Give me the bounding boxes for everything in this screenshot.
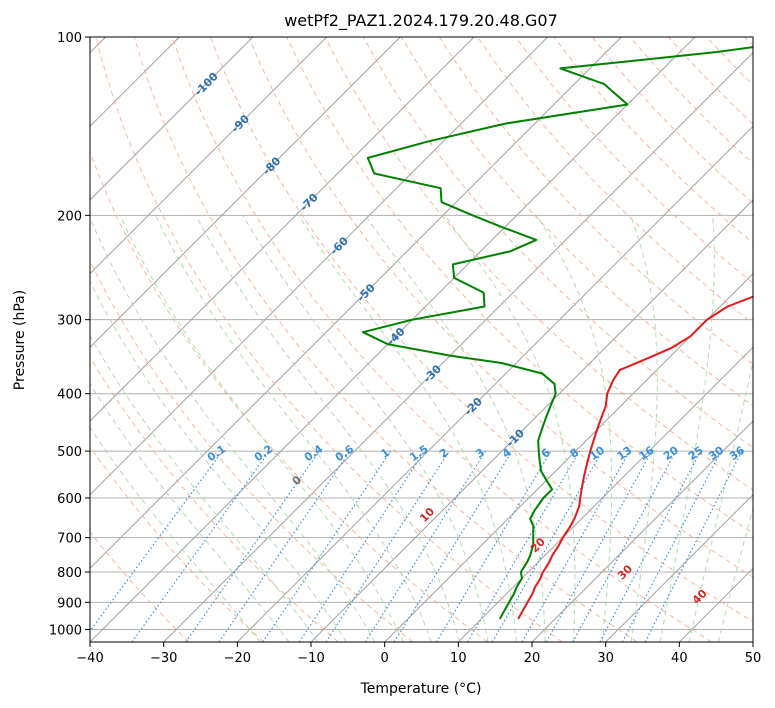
- x-tick-label: −20: [224, 651, 251, 666]
- dry-adiabat-line: [286, 37, 753, 534]
- mixing-ratio-line: [364, 450, 486, 642]
- dry-adiabat-line: [438, 37, 753, 366]
- dry-adiabat-line: [95, 37, 563, 642]
- x-axis-label: Temperature (°C): [360, 681, 482, 697]
- isotherm-line: [90, 37, 622, 570]
- y-tick-label: 300: [57, 314, 82, 329]
- x-tick-label: 20: [524, 651, 541, 666]
- y-tick-label: 1000: [49, 623, 82, 638]
- moist-adiabat-line: [688, 358, 753, 642]
- y-axis-label: Pressure (hPa): [12, 290, 28, 390]
- moist-adiabat-line: [90, 382, 290, 642]
- isotherm-line: [90, 37, 328, 275]
- y-tick-label: 500: [57, 445, 82, 460]
- isotherm-line: [457, 346, 753, 642]
- y-tick-label: 800: [57, 566, 82, 581]
- dry-adiabat-line: [90, 150, 488, 642]
- x-tick-label: 10: [450, 651, 467, 666]
- y-tick-label: 700: [57, 532, 82, 547]
- mixing-ratio-line: [218, 450, 351, 642]
- x-tick-label: 50: [745, 651, 762, 666]
- moist-adiabat-line: [119, 215, 404, 642]
- isotherm-line: [384, 272, 753, 642]
- tick-layer: −40 −30 −20 −10 0 10 20 30 40 50 100 200 300 400 500 60…: [49, 31, 761, 666]
- isotherm-line: [90, 37, 475, 422]
- dewpoint-profile-line: [361, 46, 753, 620]
- moist-adiabat-line: [195, 215, 461, 642]
- mixing-ratio-line: [466, 450, 580, 642]
- dry-adiabat-line: [171, 37, 712, 642]
- mixing-ratio-line: [393, 450, 513, 642]
- isotherm-line: [236, 125, 753, 642]
- y-tick-label: 900: [57, 596, 82, 611]
- y-tick-label: 400: [57, 388, 82, 403]
- moist-adiabat-line: [717, 507, 753, 642]
- mixing-ratio-line: [185, 450, 320, 642]
- x-tick-label: −10: [297, 651, 324, 666]
- moist-adiabat-line: [536, 215, 613, 642]
- isotherm-line: [531, 420, 753, 642]
- mixing-ratio-line: [545, 450, 653, 642]
- dry-adiabat-line: [90, 259, 414, 642]
- moist-adiabat-line: [90, 334, 319, 642]
- chart-title: wetPf2_PAZ1.2024.179.20.48.G07: [284, 11, 558, 31]
- y-tick-label: 200: [57, 209, 82, 224]
- mixing-ratio-line: [435, 450, 552, 642]
- series-layer: [361, 46, 753, 620]
- dry-adiabat-line: [400, 37, 753, 407]
- y-tick-label: 100: [57, 31, 82, 46]
- x-tick-label: 30: [597, 651, 614, 666]
- x-tick-label: −40: [76, 651, 103, 666]
- moist-adiabat-line: [242, 215, 489, 642]
- moist-adiabat-line: [154, 215, 432, 642]
- mixing-ratio-line: [325, 450, 450, 642]
- dry-adiabat-line: [90, 445, 264, 642]
- dry-adiabat-line: [248, 37, 753, 578]
- moist-adiabat-line: [444, 215, 576, 642]
- moist-adiabat-line: [298, 215, 517, 642]
- dry-adiabat-line: [515, 37, 753, 284]
- moist-adiabat-line: [659, 215, 715, 642]
- x-tick-label: 0: [381, 651, 389, 666]
- y-tick-label: 600: [57, 492, 82, 507]
- isotherm-line: [90, 37, 254, 201]
- mixing-ratio-line: [521, 450, 631, 642]
- moist-adiabat-line: [90, 216, 376, 642]
- moist-adiabat-line: [90, 426, 261, 642]
- moist-adiabat-line: [364, 215, 546, 642]
- temperature-profile-line: [517, 295, 753, 620]
- mixing-ratio-line: [572, 450, 677, 642]
- dry-adiabat-line: [90, 356, 339, 642]
- grid-layer: [90, 37, 753, 642]
- moist-adiabat-line: [90, 280, 347, 642]
- mixing-ratio-line: [491, 450, 603, 642]
- dry-adiabat-line: [210, 37, 753, 623]
- dry-adiabat-line: [90, 531, 190, 642]
- x-tick-label: −30: [150, 651, 177, 666]
- moist-adiabat-line: [630, 215, 658, 642]
- plot-frame: [89, 36, 754, 643]
- isotherm-line: [90, 37, 696, 642]
- x-tick-label: 40: [671, 651, 688, 666]
- isotherm-line: [163, 51, 753, 642]
- isotherm-line: [90, 37, 401, 349]
- isotherm-line: [605, 493, 753, 642]
